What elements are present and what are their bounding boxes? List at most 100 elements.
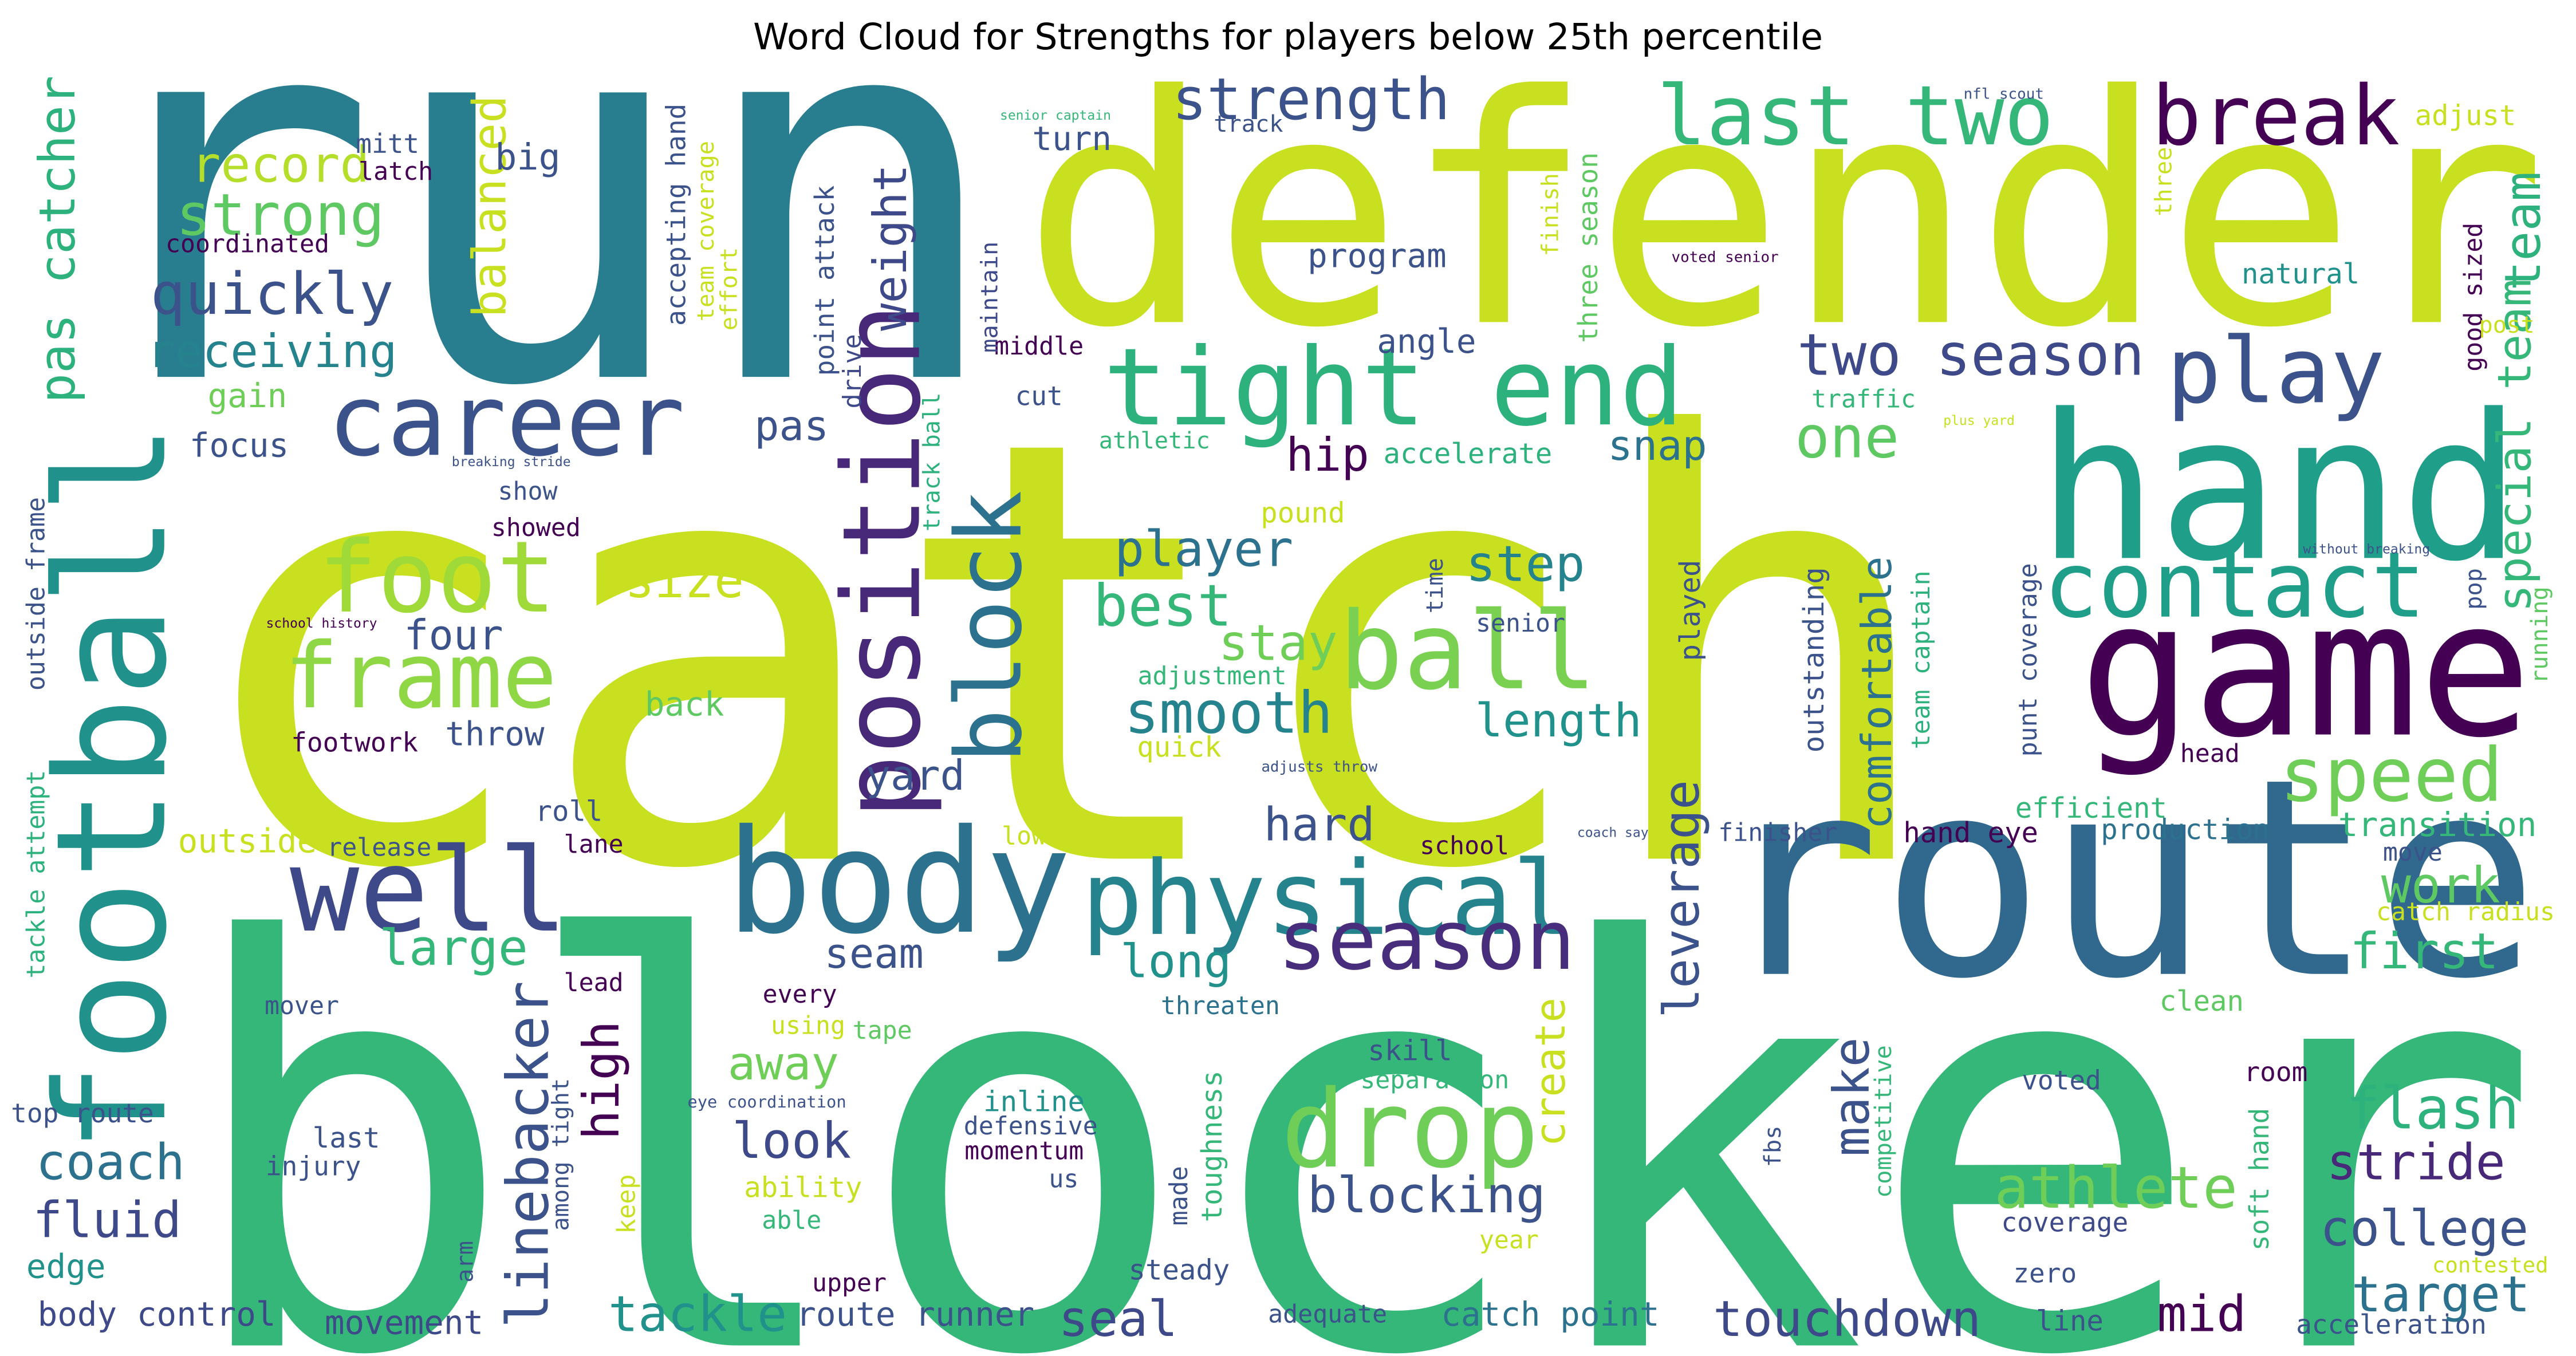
word: athletic	[1099, 427, 1210, 454]
word: fluid	[33, 1192, 182, 1249]
word: mover	[265, 992, 339, 1020]
word: route runner	[796, 1295, 1034, 1334]
word: punt coverage	[2014, 563, 2043, 756]
word: player	[1114, 521, 1293, 578]
word: zero	[2013, 1258, 2077, 1289]
word: football	[24, 423, 200, 1154]
word: eye coordination	[687, 1092, 846, 1111]
word: create	[1526, 998, 1574, 1146]
word: body	[726, 799, 1072, 966]
word: senior	[1476, 609, 1565, 638]
word: voted	[2022, 1065, 2101, 1096]
word: record	[191, 136, 370, 194]
word: without breaking	[2303, 542, 2430, 557]
word: contested	[2432, 1252, 2549, 1278]
word: lane	[564, 830, 624, 859]
word: tackle	[608, 1286, 787, 1343]
word: gain	[208, 377, 287, 415]
word: adequate	[1268, 1300, 1387, 1329]
word: using	[771, 1012, 845, 1040]
word: finisher	[1718, 819, 1837, 847]
word: ball	[1339, 589, 1597, 714]
word: coach	[36, 1134, 185, 1192]
word: separation	[1360, 1066, 1509, 1095]
word: block	[937, 490, 1042, 763]
word: big	[495, 136, 560, 178]
word: work	[2381, 857, 2500, 914]
word: effort	[715, 247, 742, 331]
word: hand eye	[1903, 817, 2038, 849]
word: blocker	[179, 825, 2542, 1356]
word: good sized	[2459, 223, 2488, 372]
word: first	[2350, 923, 2499, 980]
word: time	[1421, 558, 1448, 613]
word: angle	[1377, 322, 1476, 361]
word: leverage	[1653, 780, 1711, 1018]
word: room	[2244, 1057, 2307, 1087]
word: pas	[754, 401, 829, 450]
word: touchdown	[1713, 1291, 1981, 1348]
word: natural	[2242, 258, 2360, 290]
word: able	[762, 1206, 821, 1235]
word: year	[1479, 1226, 1539, 1255]
word: last	[313, 1122, 380, 1154]
word: competitive	[1870, 1045, 1897, 1198]
word: best	[1093, 571, 1232, 639]
word: strong	[176, 181, 385, 249]
word: long	[1120, 935, 1231, 988]
word: keep	[612, 1174, 641, 1234]
word: running	[2526, 586, 2553, 684]
word: cut	[1015, 381, 1063, 412]
word: skill	[1368, 1034, 1452, 1067]
word: finish	[1537, 173, 1563, 257]
word: speed	[2279, 732, 2503, 818]
word: latch	[359, 157, 433, 186]
word: point attack	[809, 185, 840, 376]
word: strength	[1172, 65, 1450, 133]
word: show	[498, 478, 557, 506]
word: seam	[825, 929, 924, 977]
word: seal	[1058, 1291, 1177, 1348]
word: move	[2383, 838, 2443, 867]
word: movement	[325, 1303, 483, 1342]
word: stride	[2327, 1134, 2506, 1192]
word: roll	[535, 795, 603, 828]
word: breaking stride	[452, 455, 571, 470]
word: adjusts throw	[1261, 759, 1377, 776]
word: game	[2079, 561, 2532, 779]
word: clean	[2160, 985, 2244, 1018]
word: efficient	[2015, 792, 2167, 825]
word: three	[2150, 147, 2177, 216]
word: stay	[1219, 615, 1338, 672]
word: make	[1823, 1037, 1881, 1156]
word: accelerate	[1384, 437, 1553, 470]
word: tape	[853, 1016, 912, 1045]
word: pound	[1261, 497, 1345, 530]
word: us	[1049, 1165, 1078, 1193]
word: footwork	[291, 727, 418, 758]
word: career	[328, 363, 685, 478]
word: momentum	[964, 1137, 1084, 1165]
word: frame	[284, 624, 557, 729]
word: voted senior	[1672, 249, 1779, 266]
word: senior captain	[1000, 108, 1111, 123]
word: nfl scout	[1964, 86, 2044, 103]
word: fbs	[1759, 1125, 1786, 1167]
word: production	[2101, 813, 2270, 846]
word: middle	[994, 332, 1084, 361]
word: athlete	[1994, 1154, 2238, 1221]
word: steady	[1129, 1253, 1230, 1286]
word: arm	[452, 1241, 479, 1283]
word: three season	[1573, 152, 1604, 343]
word: mitt	[356, 128, 419, 159]
word: turn	[1032, 120, 1112, 158]
word: mid	[2157, 1286, 2246, 1343]
word: edge	[26, 1248, 106, 1286]
word: school	[1420, 832, 1509, 861]
word: outstanding	[1798, 567, 1830, 752]
word: ability	[744, 1171, 862, 1204]
